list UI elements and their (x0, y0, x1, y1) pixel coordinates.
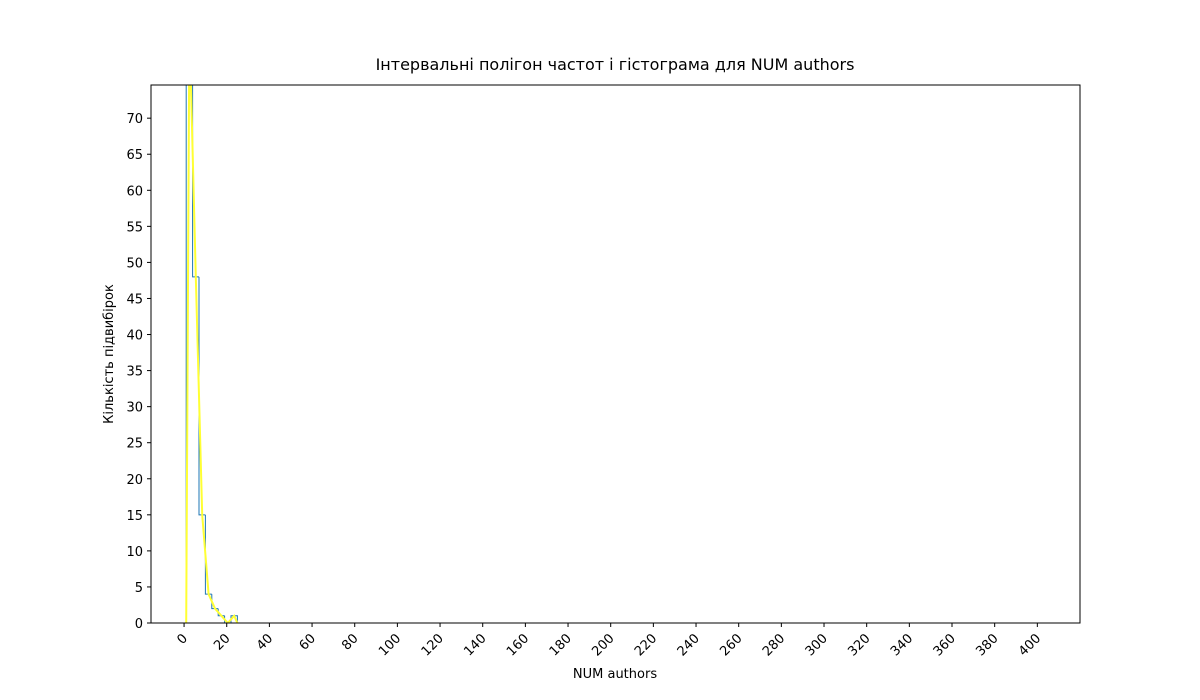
chart-title: Інтервальні полігон частот і гістограма … (376, 55, 855, 74)
y-tick-label: 70 (126, 112, 143, 127)
y-tick-label: 60 (126, 184, 143, 199)
y-tick-label: 65 (126, 148, 143, 163)
y-tick-label: 0 (135, 617, 143, 632)
y-tick-label: 30 (126, 401, 143, 416)
axes-frame (150, 84, 1081, 624)
y-tick-label: 35 (126, 365, 143, 380)
y-tick-label: 5 (135, 581, 143, 596)
x-axis-label: NUM authors (573, 667, 657, 682)
plot-area (185, 85, 239, 623)
y-tick-label: 55 (126, 220, 143, 235)
y-tick-label: 25 (126, 437, 143, 452)
y-tick-label: 45 (126, 292, 143, 307)
y-tick-label: 10 (126, 545, 143, 560)
y-tick-label: 50 (126, 256, 143, 271)
y-axis-label: Кількість підвибірок (102, 284, 117, 424)
histogram-bin (198, 276, 206, 516)
histogram-bin (185, 85, 187, 623)
y-tick-label: 15 (126, 509, 143, 524)
frequency-polygon (185, 85, 239, 623)
y-tick-label: 40 (126, 329, 143, 344)
histogram-bin (192, 85, 199, 278)
y-tick-label: 20 (126, 473, 143, 488)
